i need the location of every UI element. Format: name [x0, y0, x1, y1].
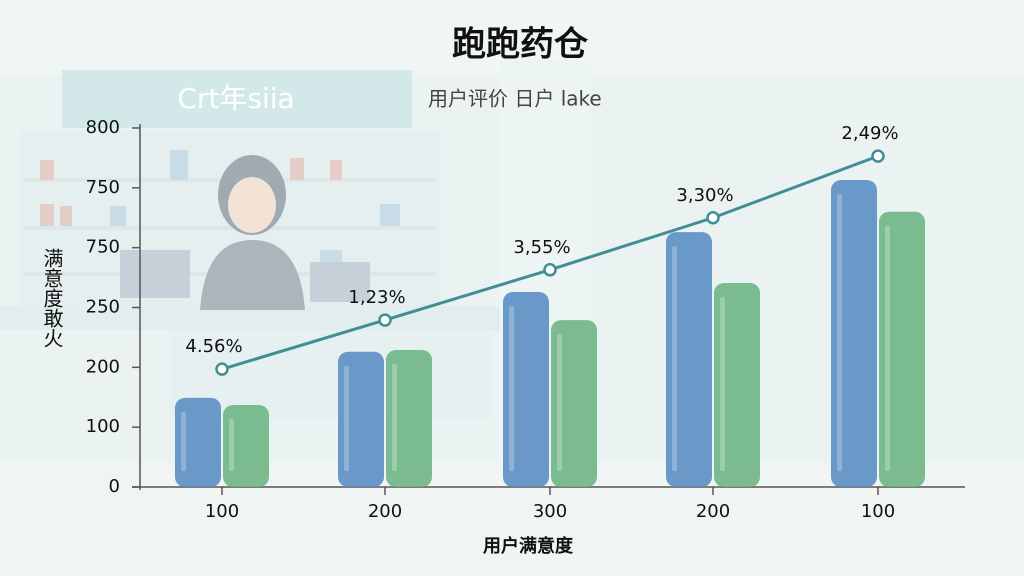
annotation: 1,23%	[348, 287, 405, 308]
bar-highlight	[344, 365, 349, 471]
y-tick-label: 800	[86, 117, 120, 138]
bar	[386, 349, 432, 487]
bar	[714, 282, 760, 487]
x-tick-label: 100	[205, 501, 239, 522]
line-point	[706, 211, 720, 225]
bar-highlight	[229, 419, 234, 471]
line-point	[378, 313, 392, 327]
bar-highlight	[837, 194, 842, 471]
x-tick-label: 100	[861, 501, 895, 522]
y-axis-label: 满意度敢火	[40, 248, 64, 348]
y-tick-label: 750	[86, 177, 120, 198]
y-tick-label: 250	[86, 297, 120, 318]
y-tick-label: 200	[86, 356, 120, 377]
bar	[175, 397, 221, 487]
x-tick-label: 300	[533, 501, 567, 522]
bar	[223, 405, 269, 487]
bar-highlight	[720, 296, 725, 471]
annotation: 4.56%	[185, 336, 242, 357]
annotation: 3,55%	[513, 237, 570, 258]
annotation: 2,49%	[841, 123, 898, 144]
y-tick-label: 750	[86, 237, 120, 258]
line-point	[215, 362, 229, 376]
bar-highlight	[392, 363, 397, 471]
bar	[831, 180, 877, 487]
line-point	[543, 263, 557, 277]
x-tick-label: 200	[368, 501, 402, 522]
bar	[879, 211, 925, 487]
chart-subtitle: 用户评价 日户 lake	[428, 87, 602, 111]
bar	[338, 351, 384, 487]
bar	[551, 320, 597, 487]
x-tick-label: 200	[696, 501, 730, 522]
bar-highlight	[557, 334, 562, 471]
bar-highlight	[181, 411, 186, 471]
bar-highlight	[672, 246, 677, 471]
y-tick-label: 100	[86, 416, 120, 437]
bar	[666, 232, 712, 487]
bar-highlight	[885, 225, 890, 471]
chart-title: 跑跑药仓	[452, 25, 589, 65]
bar-highlight	[509, 305, 514, 471]
line-point	[871, 149, 885, 163]
annotation: 3,30%	[676, 185, 733, 206]
y-tick-label: 0	[109, 476, 120, 497]
x-axis-label: 用户满意度	[483, 535, 574, 557]
bar	[503, 291, 549, 487]
sign-text: Crt年siia	[177, 82, 294, 115]
